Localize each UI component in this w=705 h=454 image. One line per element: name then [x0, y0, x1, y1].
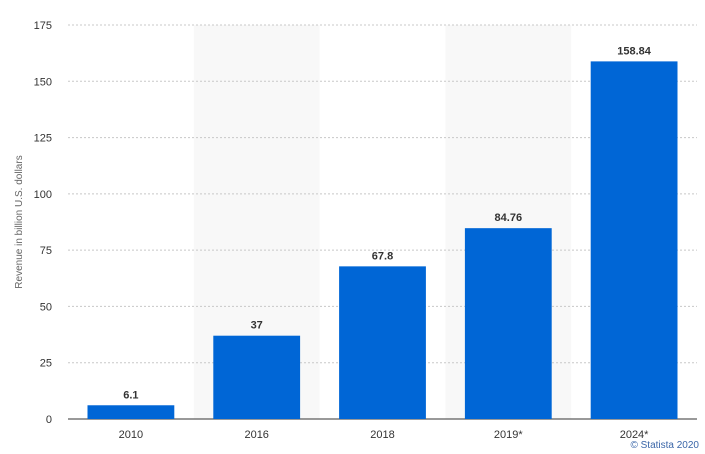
data-label: 6.1: [123, 389, 138, 401]
data-labels: 6.1 37 67.8 84.76 158.84: [123, 45, 652, 401]
y-axis-ticks: 0 25 50 75 100 125 150 175: [34, 20, 52, 426]
bar-2016: [213, 335, 301, 419]
x-tick-label: 2016: [244, 429, 268, 441]
y-axis-title: Revenue in billion U.S. dollars: [14, 155, 25, 288]
source-credit[interactable]: © Statista 2020: [630, 440, 699, 451]
x-tick-label: 2024*: [620, 429, 649, 441]
bar-2019*: [464, 228, 552, 419]
y-tick-label: 175: [34, 20, 52, 32]
data-label: 37: [251, 320, 263, 332]
y-tick-label: 25: [40, 358, 52, 370]
data-label: 67.8: [372, 250, 393, 262]
data-label: 84.76: [495, 212, 523, 224]
y-tick-label: 100: [34, 189, 52, 201]
y-tick-label: 75: [40, 245, 52, 257]
x-tick-label: 2010: [119, 429, 143, 441]
bar-2024*: [590, 61, 678, 419]
y-tick-label: 50: [40, 301, 52, 313]
data-label: 158.84: [617, 45, 652, 57]
bar-2010: [87, 405, 175, 419]
y-tick-label: 150: [34, 76, 52, 88]
x-tick-label: 2018: [370, 429, 394, 441]
category-labels: 2010 2016 2018 2019* 2024*: [119, 429, 650, 441]
bar-2018: [339, 266, 426, 419]
x-tick-label: 2019*: [494, 429, 523, 441]
bars: [87, 61, 678, 419]
y-tick-label: 125: [34, 133, 52, 145]
y-tick-label: 0: [46, 414, 52, 426]
